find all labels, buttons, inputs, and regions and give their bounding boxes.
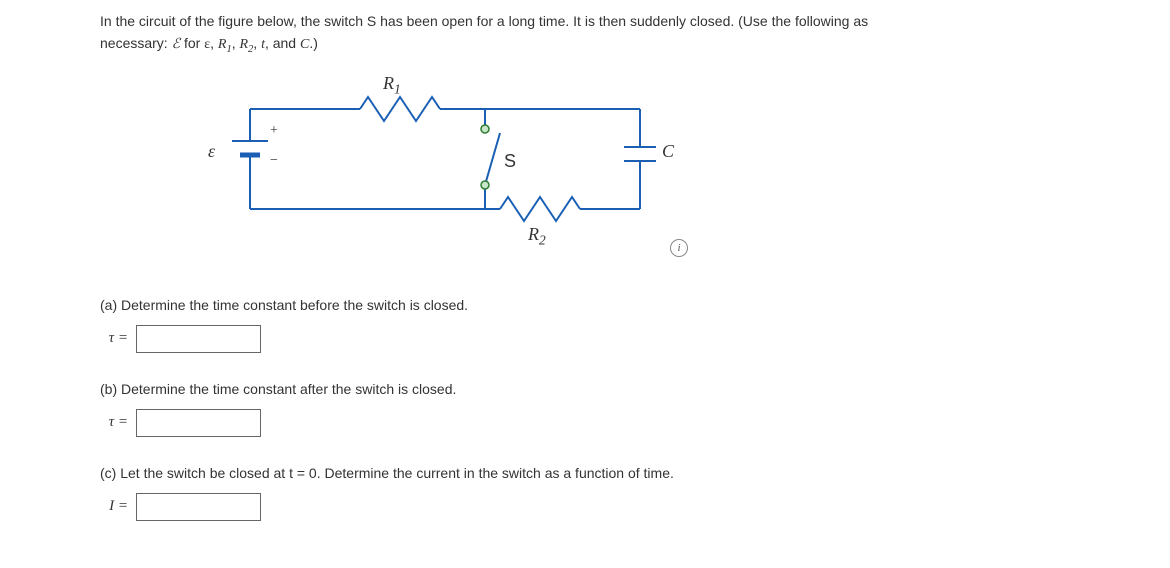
answer-input-a[interactable] (136, 325, 261, 353)
answer-input-b[interactable] (136, 409, 261, 437)
R2-letter: R (528, 224, 539, 244)
I-label-c: I = (100, 498, 128, 515)
eps-label: ε (208, 141, 215, 162)
plus-label: + (270, 123, 278, 139)
C-label: C (662, 141, 674, 162)
scriptE-sym: ℰ (172, 37, 180, 52)
c3: , (253, 35, 261, 51)
problem-statement: In the circuit of the figure below, the … (100, 10, 1120, 59)
R1-label: R1 (383, 73, 401, 98)
intro-line1: In the circuit of the figure below, the … (100, 13, 868, 29)
part-c: (c) Let the switch be closed at t = 0. D… (100, 465, 1170, 521)
part-a-answer-row: τ = (100, 325, 1170, 353)
R1var: R1 (218, 37, 232, 52)
R1-letter: R (383, 73, 394, 93)
part-b-answer-row: τ = (100, 409, 1170, 437)
part-a: (a) Determine the time constant before t… (100, 297, 1170, 353)
R2var: R2 (239, 37, 253, 52)
part-b: (b) Determine the time constant after th… (100, 381, 1170, 437)
Cvar: C (300, 37, 309, 52)
answer-input-c[interactable] (136, 493, 261, 521)
R2-sub: 2 (539, 233, 546, 248)
circuit-svg (210, 69, 680, 259)
for-word: for (180, 35, 204, 51)
and-word: , and (265, 35, 300, 51)
tau-label-b: τ = (100, 414, 128, 431)
info-icon[interactable]: i (670, 239, 688, 257)
intro-line2-pre: necessary: (100, 35, 172, 51)
info-glyph: i (677, 242, 680, 254)
S-label: S (504, 151, 516, 172)
part-c-text: (c) Let the switch be closed at t = 0. D… (100, 465, 1170, 481)
circuit-diagram: R1 R2 S C ε + − i (210, 69, 770, 269)
tau-label-a: τ = (100, 330, 128, 347)
part-a-text: (a) Determine the time constant before t… (100, 297, 1170, 313)
c1: , (210, 35, 218, 51)
R2-letter: R (239, 37, 248, 52)
problem-page: In the circuit of the figure below, the … (0, 0, 1170, 568)
R1-sub: 1 (394, 82, 401, 97)
part-b-text: (b) Determine the time constant after th… (100, 381, 1170, 397)
R2-label: R2 (528, 224, 546, 249)
period: .) (309, 35, 318, 51)
part-c-answer-row: I = (100, 493, 1170, 521)
minus-label: − (270, 153, 278, 169)
